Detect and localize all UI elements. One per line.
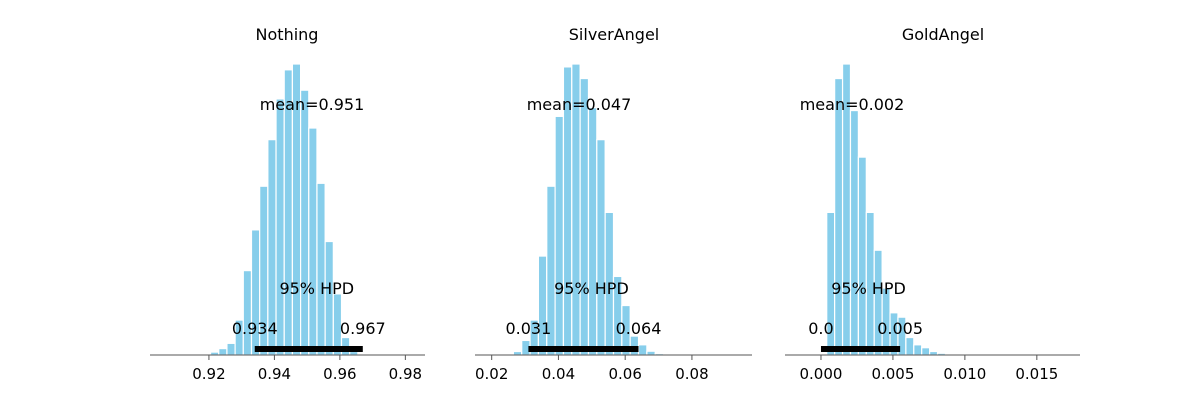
- panel-nothing: Nothing 0.92 0.94 0.96 0.98 0.934 0.967 95% HPD…: [150, 25, 425, 383]
- hpd-label: 95% HPD: [279, 279, 354, 298]
- panel-title: GoldAngel: [902, 25, 984, 44]
- histogram-bar: [242, 270, 253, 356]
- histogram-bar: [579, 77, 590, 356]
- x-tick-label: 0.005: [871, 365, 914, 383]
- histogram-bar: [921, 347, 931, 356]
- histogram-bar: [324, 240, 334, 356]
- histogram-bar: [637, 344, 648, 356]
- histogram-bar: [218, 347, 228, 356]
- histogram-bar: [596, 139, 606, 356]
- histogram-bar: [554, 115, 565, 356]
- histogram-bar: [316, 182, 326, 356]
- x-tick-label: 0.98: [389, 365, 422, 383]
- hpd-label: 95% HPD: [831, 279, 906, 298]
- histogram-bar: [929, 350, 939, 356]
- x-tick-label: 0.08: [675, 365, 708, 383]
- histogram-bar: [913, 344, 923, 356]
- histogram-bar: [646, 350, 656, 356]
- mean-label: mean=0.047: [527, 95, 632, 114]
- x-tick-label: 0.000: [799, 365, 842, 383]
- histogram-bar: [512, 350, 523, 356]
- x-tick-label: 0.04: [542, 365, 575, 383]
- panel-goldangel: GoldAngel 0.000 0.005 0.010 0.015 0.0 0.005 95%…: [785, 25, 1080, 383]
- histogram-bar: [308, 127, 318, 356]
- hpd-high-label: 0.005: [877, 319, 923, 338]
- histogram-bar: [226, 342, 236, 356]
- histogram-bar: [849, 109, 859, 356]
- mean-label: mean=0.951: [260, 95, 365, 114]
- hpd-low-label: 0.934: [232, 319, 278, 338]
- histogram-bar: [873, 249, 883, 356]
- panel-silverangel: SilverAngel 0.02 0.04 0.06 0.08 0.031 0.064 95%…: [475, 25, 752, 383]
- histogram-bar: [857, 156, 867, 356]
- x-tick-label: 0.94: [258, 365, 291, 383]
- mean-label: mean=0.002: [800, 95, 905, 114]
- hpd-high-label: 0.064: [616, 319, 662, 338]
- histogram-bar: [349, 350, 359, 356]
- panel-title: SilverAngel: [569, 25, 659, 44]
- hpd-low-label: 0.0: [808, 319, 833, 338]
- x-tick-label: 0.06: [608, 365, 641, 383]
- histogram-bar: [629, 335, 640, 356]
- histogram-bar: [834, 77, 844, 356]
- histogram-bar: [905, 336, 915, 356]
- x-tick-label: 0.92: [192, 365, 225, 383]
- hpd-high-label: 0.967: [340, 319, 386, 338]
- hpd-label: 95% HPD: [554, 279, 629, 298]
- x-tick-label: 0.96: [323, 365, 356, 383]
- panel-title: Nothing: [256, 25, 319, 44]
- histogram-bar: [275, 98, 285, 356]
- histogram-bar: [299, 89, 310, 356]
- x-tick-label: 0.010: [943, 365, 986, 383]
- histogram-bar: [537, 255, 548, 356]
- x-tick-label: 0.015: [1015, 365, 1058, 383]
- hpd-low-label: 0.031: [505, 319, 551, 338]
- x-tick-label: 0.02: [475, 365, 508, 383]
- histogram-bar: [587, 107, 598, 356]
